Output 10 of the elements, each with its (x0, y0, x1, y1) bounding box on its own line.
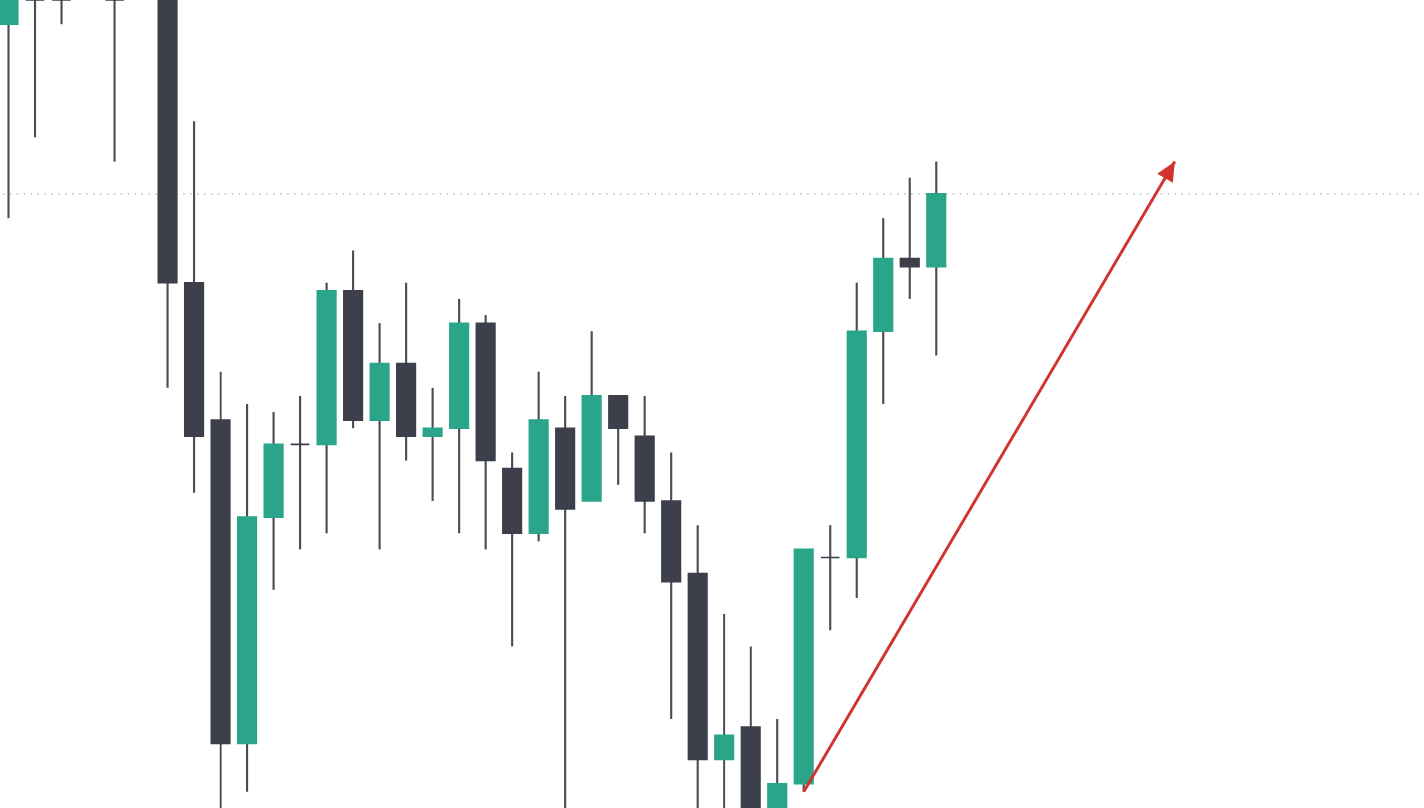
candlestick (51, 0, 72, 26)
candlestick (820, 524, 841, 632)
candlestick (608, 394, 629, 486)
candlestick (422, 386, 443, 503)
candlestick (0, 0, 19, 220)
candlestick (290, 394, 311, 551)
candlestick (899, 176, 920, 301)
candlestick (24, 0, 46, 139)
candlestick (104, 0, 125, 163)
candlestick (714, 612, 735, 808)
